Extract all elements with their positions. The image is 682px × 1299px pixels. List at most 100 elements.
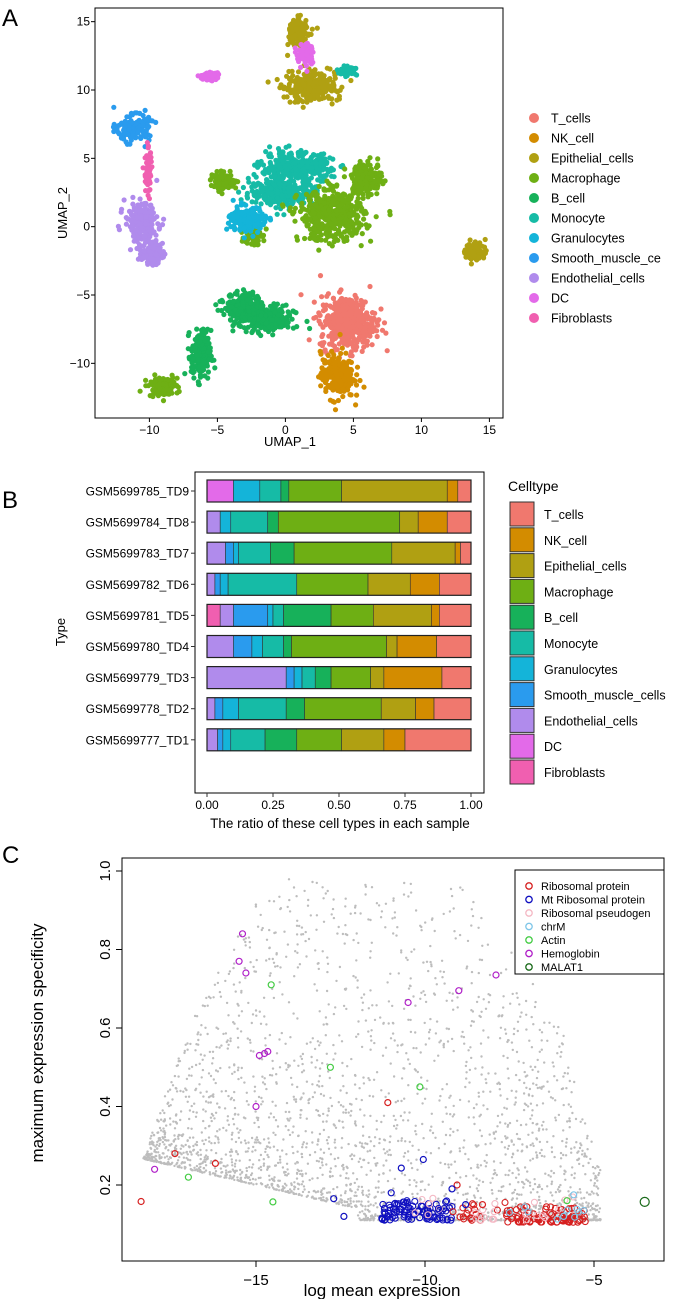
gene-point (486, 943, 490, 946)
umap-point (277, 85, 283, 91)
umap-point (268, 191, 274, 197)
umap-point (243, 329, 249, 335)
gene-point (516, 1149, 519, 1152)
umap-point (255, 229, 261, 235)
bar-segment (396, 635, 437, 658)
x-tick-label: 0.00 (195, 798, 219, 812)
bar-segment (391, 541, 456, 565)
umap-point (277, 198, 283, 204)
umap-point (353, 299, 359, 305)
umap-point (121, 127, 127, 133)
umap-point (349, 231, 356, 237)
x-tick-label: 0.25 (261, 798, 285, 812)
gene-point (578, 1188, 582, 1191)
gene-point (465, 1198, 469, 1201)
gene-point (302, 1141, 305, 1144)
cluster-granulocytes (224, 197, 274, 241)
umap-point (302, 235, 308, 242)
umap-point (337, 219, 343, 225)
gene-point (332, 1012, 336, 1016)
gene-point (448, 910, 452, 913)
umap-point (285, 52, 291, 59)
umap-point (297, 76, 304, 82)
cluster-dc (195, 69, 222, 84)
umap-point (324, 159, 330, 165)
umap-point (250, 233, 256, 239)
legend-swatch (509, 630, 535, 656)
umap-point (304, 68, 310, 74)
umap-point (216, 71, 222, 77)
bar-segment (206, 541, 226, 565)
umap-point (353, 402, 359, 408)
gene-point (421, 1180, 424, 1183)
gene-point (457, 1208, 460, 1212)
umap-point (337, 379, 343, 385)
gene-point (520, 1011, 523, 1014)
umap-point (230, 328, 236, 334)
umap-point (354, 227, 360, 233)
umap-point (291, 21, 297, 27)
umap-point (292, 45, 298, 51)
gene-point (410, 950, 413, 953)
gene-point (285, 1068, 288, 1071)
umap-point (287, 99, 293, 105)
umap-point (248, 228, 254, 234)
umap-point (322, 369, 328, 375)
umap-point (258, 201, 264, 207)
umap-point (186, 330, 192, 336)
umap-point (331, 223, 337, 229)
cluster-epithelial-cells (285, 12, 320, 59)
umap-point (301, 28, 307, 34)
umap-point (146, 196, 152, 202)
umap-point (348, 77, 354, 84)
umap-point (157, 385, 163, 391)
umap-point (289, 316, 295, 322)
umap-point (353, 347, 359, 353)
umap-point (362, 324, 368, 330)
umap-point (373, 164, 380, 171)
umap-point (202, 373, 208, 379)
umap-point (328, 87, 334, 93)
umap-point (263, 215, 270, 221)
umap-point (316, 318, 322, 324)
umap-point (368, 238, 374, 244)
umap-point (285, 41, 291, 48)
umap-point (362, 299, 368, 305)
gene-point (349, 1197, 352, 1200)
umap-point (254, 214, 260, 220)
umap-point (262, 326, 268, 332)
gene-point (220, 1090, 223, 1093)
panel-label-b: B (2, 487, 18, 514)
bar-row (206, 665, 472, 690)
bar-segment (222, 728, 232, 752)
umap-point (287, 208, 293, 214)
umap-point (468, 261, 474, 267)
bar-segment (291, 635, 387, 658)
umap-point (188, 368, 194, 374)
umap-point (360, 328, 367, 334)
umap-point (377, 178, 384, 184)
gene-point (373, 1156, 376, 1160)
umap-point (315, 93, 321, 99)
umap-point (318, 237, 324, 243)
umap-point (323, 230, 329, 236)
gene-point (557, 1185, 561, 1189)
gene-point (364, 1208, 367, 1211)
bar-row (206, 510, 472, 534)
umap-point (143, 175, 149, 181)
gene-point (536, 1191, 539, 1194)
umap-point (310, 231, 316, 237)
umap-point (292, 218, 298, 224)
umap-point (354, 372, 360, 378)
umap-point (138, 215, 144, 221)
umap-point (318, 154, 324, 160)
umap-point (298, 292, 304, 298)
umap-point (260, 162, 267, 168)
umap-point (348, 332, 354, 338)
bar-segment (219, 604, 234, 627)
umap-point (325, 93, 331, 99)
gene-point (315, 881, 318, 885)
umap-point (244, 190, 250, 196)
umap-point (207, 357, 213, 363)
